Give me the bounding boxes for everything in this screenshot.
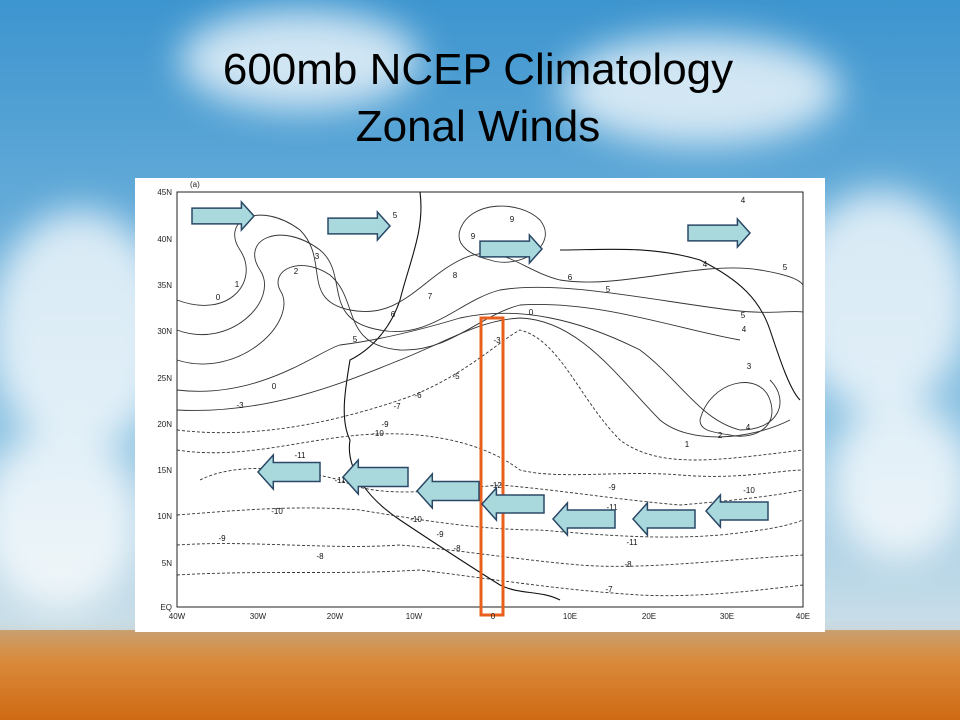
contour-label: -7: [605, 585, 613, 594]
contour-label: 1: [685, 440, 690, 449]
contour-label: 5: [606, 285, 611, 294]
contour-label: 3: [747, 362, 752, 371]
highlight-box: [479, 316, 505, 617]
latitude-label: 10N: [157, 512, 172, 521]
longitude-label: 0: [491, 612, 496, 621]
contour-label: -8: [453, 544, 461, 553]
contour-label: -12: [490, 481, 502, 490]
contour-label: -8: [316, 552, 324, 561]
contour-label: 6: [568, 273, 573, 282]
contour-label: -9: [608, 483, 616, 492]
contour-label: 4: [742, 325, 747, 334]
contour-label: -8: [624, 560, 632, 569]
wind-arrow: [327, 210, 392, 242]
slide-title: Zonal Winds: [356, 102, 601, 151]
contour-label: -11: [607, 503, 619, 512]
longitude-label: 30E: [720, 612, 734, 621]
contour-label: 0: [529, 308, 534, 317]
latitude-label: EQ: [160, 603, 172, 612]
longitude-label: 30W: [250, 612, 267, 621]
contour-label: 4: [703, 260, 708, 269]
contour-label: -9: [381, 420, 389, 429]
map-frame: [176, 191, 804, 608]
contour-label: 5: [741, 311, 746, 320]
longitude-label: 20W: [327, 612, 344, 621]
wind-arrow: [631, 501, 696, 537]
contour-label: 5: [353, 335, 358, 344]
contour-label: 5: [393, 211, 398, 220]
contour-label: 2: [294, 267, 299, 276]
contour-label: -7: [393, 402, 401, 411]
wind-arrow: [704, 493, 769, 529]
slide-title: 600mb NCEP Climatology: [223, 45, 733, 94]
contour-label: 4: [741, 196, 746, 205]
contour-label: -11: [335, 476, 347, 485]
contour-label: -3: [493, 336, 501, 345]
longitude-label: 20E: [642, 612, 656, 621]
contour-label: 9: [471, 232, 476, 241]
latitude-label: 35N: [157, 281, 172, 290]
latitude-label: 25N: [157, 374, 172, 383]
contour-label: -10: [372, 429, 384, 438]
longitude-label: 10E: [563, 612, 577, 621]
contour-label: -11: [295, 451, 307, 460]
latitude-label: 5N: [162, 559, 172, 568]
latitude-label: 45N: [157, 188, 172, 197]
wind-arrow: [479, 233, 544, 265]
contour-label: -9: [436, 530, 444, 539]
contour-label: -10: [410, 515, 422, 524]
contour-label: 6: [391, 310, 396, 319]
wind-arrow: [341, 458, 409, 496]
contour-label: 0: [272, 382, 277, 391]
contour-label: -6: [414, 391, 422, 400]
longitude-label: 40E: [796, 612, 810, 621]
ground: [0, 630, 960, 720]
longitude-label: 40W: [169, 612, 186, 621]
panel-label: (a): [190, 180, 200, 189]
wind-arrow: [415, 472, 480, 510]
contour-label: -5: [452, 372, 460, 381]
latitude-label: 30N: [157, 327, 172, 336]
latitude-label: 15N: [157, 466, 172, 475]
contour-label: -10: [271, 507, 283, 516]
contour-label: -3: [236, 401, 244, 410]
contour-label: 0: [216, 293, 221, 302]
contour-label: 8: [453, 271, 458, 280]
wind-arrow: [191, 200, 256, 232]
latitude-label: 20N: [157, 420, 172, 429]
wind-arrow: [687, 217, 752, 249]
contour-label: 5: [783, 263, 788, 272]
contour-label: 3: [315, 252, 320, 261]
wind-arrow: [551, 501, 616, 537]
wind-arrow: [480, 486, 545, 522]
contour-label: -11: [627, 538, 639, 547]
contour-label: -9: [218, 534, 226, 543]
latitude-label: 40N: [157, 235, 172, 244]
contour-label: 2: [718, 431, 723, 440]
contours: [176, 191, 804, 601]
contour-label: 9: [510, 215, 515, 224]
contour-label: 4: [746, 423, 751, 432]
contour-label: 7: [428, 292, 433, 301]
contour-label: 1: [235, 280, 240, 289]
contour-label: -10: [743, 486, 755, 495]
longitude-label: 10W: [406, 612, 423, 621]
wind-arrow: [256, 453, 321, 491]
clouds: [0, 10, 960, 610]
